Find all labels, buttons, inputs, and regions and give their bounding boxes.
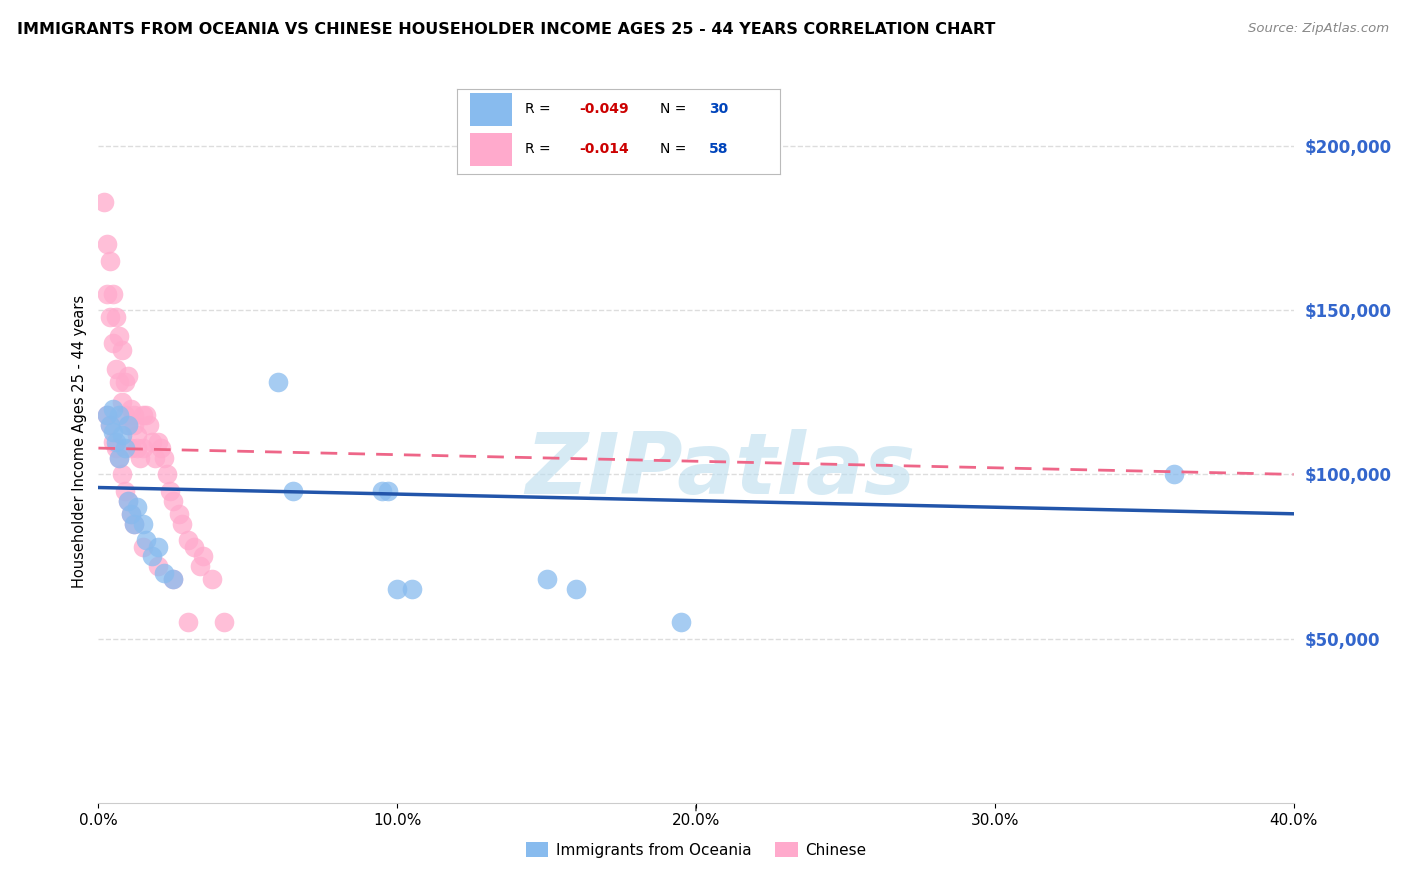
Point	[172, 516, 194, 531]
Point	[103, 434, 125, 449]
Point	[111, 343, 134, 357]
Point	[111, 467, 134, 482]
Point	[536, 573, 558, 587]
Point	[96, 237, 118, 252]
Point	[127, 500, 149, 515]
Point	[148, 559, 170, 574]
Point	[93, 194, 115, 209]
Point	[188, 559, 211, 574]
Point	[120, 401, 142, 416]
Text: IMMIGRANTS FROM OCEANIA VS CHINESE HOUSEHOLDER INCOME AGES 25 - 44 YEARS CORRELA: IMMIGRANTS FROM OCEANIA VS CHINESE HOUSE…	[17, 22, 995, 37]
Point	[108, 450, 131, 465]
Point	[111, 428, 134, 442]
Point	[565, 582, 588, 597]
Point	[401, 582, 423, 597]
Text: Source: ZipAtlas.com: Source: ZipAtlas.com	[1249, 22, 1389, 36]
Point	[135, 409, 157, 423]
Point	[141, 549, 163, 564]
Point	[117, 418, 139, 433]
Point	[98, 418, 122, 433]
Point	[148, 434, 170, 449]
Point	[212, 615, 235, 630]
Point	[132, 409, 155, 423]
Point	[138, 418, 160, 433]
Point	[129, 450, 152, 465]
Point	[162, 573, 184, 587]
Point	[132, 516, 155, 531]
Point	[105, 441, 128, 455]
Point	[191, 549, 214, 564]
Text: ZIPatlas: ZIPatlas	[524, 429, 915, 512]
Point	[108, 376, 131, 390]
Point	[103, 336, 125, 351]
Point	[105, 362, 128, 376]
Point	[141, 434, 163, 449]
Point	[108, 409, 131, 423]
Point	[117, 368, 139, 383]
Legend: Immigrants from Oceania, Chinese: Immigrants from Oceania, Chinese	[519, 836, 873, 863]
Y-axis label: Householder Income Ages 25 - 44 years: Householder Income Ages 25 - 44 years	[72, 295, 87, 588]
Point	[201, 573, 224, 587]
Point	[120, 507, 142, 521]
Point	[183, 540, 205, 554]
Point	[98, 253, 122, 268]
Point	[148, 540, 170, 554]
Point	[103, 401, 125, 416]
Point	[108, 450, 131, 465]
Point	[150, 441, 173, 455]
Point	[385, 582, 409, 597]
Point	[111, 395, 134, 409]
Point	[105, 434, 128, 449]
Point	[135, 533, 157, 547]
Point	[127, 441, 149, 455]
Point	[371, 483, 394, 498]
Point	[103, 425, 125, 439]
Point	[98, 418, 122, 433]
Point	[103, 286, 125, 301]
Point	[117, 493, 139, 508]
Point	[124, 516, 146, 531]
Point	[114, 441, 136, 455]
Point	[114, 409, 136, 423]
Point	[114, 376, 136, 390]
Point	[159, 483, 181, 498]
Point	[377, 483, 399, 498]
Point	[108, 329, 131, 343]
Point	[143, 450, 166, 465]
Point	[98, 310, 122, 324]
Point	[162, 573, 184, 587]
Point	[281, 483, 304, 498]
Point	[114, 483, 136, 498]
Point	[177, 615, 200, 630]
Point	[162, 493, 184, 508]
Point	[96, 286, 118, 301]
Point	[1163, 467, 1185, 482]
Point	[124, 516, 146, 531]
Point	[96, 409, 118, 423]
Point	[124, 418, 146, 433]
Point	[156, 467, 179, 482]
Point	[120, 441, 142, 455]
Point	[132, 441, 155, 455]
Point	[132, 540, 155, 554]
Point	[177, 533, 200, 547]
Point	[124, 409, 146, 423]
Point	[153, 450, 176, 465]
Point	[120, 507, 142, 521]
Point	[105, 310, 128, 324]
Point	[167, 507, 190, 521]
Point	[117, 493, 139, 508]
Point	[153, 566, 176, 580]
Point	[117, 418, 139, 433]
Point	[267, 376, 290, 390]
Point	[669, 615, 692, 630]
Point	[96, 409, 118, 423]
Point	[127, 428, 149, 442]
